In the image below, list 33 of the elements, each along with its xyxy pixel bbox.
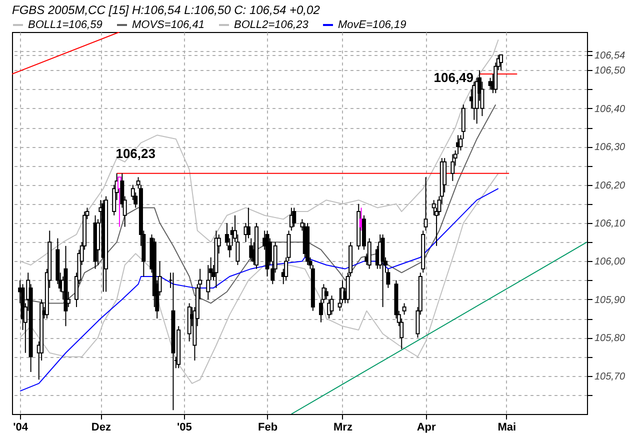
y-tick-label: 106,00 [594, 256, 626, 268]
y-tick-label: 106,54 [594, 50, 626, 62]
y-tick-label: 105,90 [594, 294, 626, 306]
annotation: 106,49 [434, 70, 474, 86]
candlestick [292, 207, 296, 228]
legend-label: MovE=106,19 [338, 19, 406, 31]
y-tick-label: 105,70 [594, 371, 626, 382]
y-tick-label: 105,80 [594, 333, 626, 344]
legend-label: MOVS=106,41 [132, 19, 204, 31]
x-tick-label: '05 [177, 422, 192, 434]
candlestick [450, 154, 455, 182]
candlestick [324, 287, 328, 300]
x-tick-label: Mai [498, 422, 516, 434]
x-tick-label: Apr [416, 422, 436, 434]
candlestick [424, 176, 428, 232]
x-tick-label: '04 [13, 422, 29, 434]
candlestick [499, 54, 504, 71]
candlestick [330, 295, 334, 316]
line-series [20, 39, 499, 266]
x-tick-label: Mrz [334, 422, 353, 434]
chart-title: FGBS 2005M,CC [15] H:106,54 L:106,50 C: 106,54 +0,02 [12, 3, 320, 17]
candlestick [246, 207, 250, 239]
annotation: 106,23 [116, 146, 156, 162]
candlestick [402, 302, 406, 316]
y-tick-label: 106,20 [594, 180, 626, 192]
y-tick-label: 106,10 [594, 218, 626, 230]
x-tick-label: Dez [91, 422, 112, 434]
legend-label: BOLL2=106,23 [234, 19, 310, 31]
legend-label: BOLL1=106,59 [28, 19, 102, 31]
y-tick-label: 106,40 [594, 104, 626, 115]
y-tick-label: 106,50 [594, 66, 626, 77]
y-tick-label: 106,30 [594, 142, 626, 154]
x-tick-label: Feb [258, 422, 278, 434]
